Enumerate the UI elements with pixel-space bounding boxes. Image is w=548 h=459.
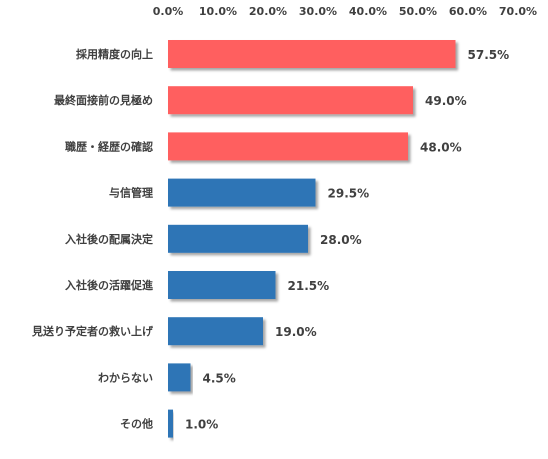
data-label: 29.5%: [328, 187, 370, 201]
data-label: 48.0%: [420, 140, 462, 154]
data-label: 21.5%: [288, 279, 330, 293]
x-tick-label: 0.0%: [153, 5, 184, 18]
data-label: 1.0%: [185, 418, 218, 432]
bar: [168, 363, 191, 392]
category-label: その他: [120, 417, 153, 431]
category-label: 採用精度の向上: [76, 47, 153, 61]
x-tick-label: 40.0%: [349, 5, 387, 18]
category-label: 見送り予定者の救い上げ: [31, 324, 154, 338]
data-label: 49.0%: [425, 94, 467, 108]
bar: [168, 178, 316, 207]
category-label: 職歴・経歴の確認: [65, 139, 153, 153]
category-labels: 採用精度の向上最終面接前の見極め職歴・経歴の確認与信管理入社後の配属決定入社後の…: [31, 47, 154, 431]
category-label: 入社後の活躍促進: [65, 278, 154, 292]
data-label: 19.0%: [275, 325, 317, 339]
category-label: わからない: [98, 371, 153, 384]
data-labels: 57.5% 49.0% 48.0% 29.5% 28.0% 21.5% 19.0% 4.5% 1…: [185, 48, 509, 432]
x-axis-tick-labels: 0.0% 10.0% 20.0% 30.0% 40.0% 50.0% 60.0% 70.0%: [153, 5, 537, 18]
data-label: 57.5%: [468, 48, 510, 62]
x-tick-label: 20.0%: [249, 5, 287, 18]
bar: [168, 224, 308, 253]
bar: [168, 86, 413, 115]
bars: [168, 40, 456, 438]
x-tick-label: 70.0%: [499, 5, 537, 18]
bar: [168, 40, 456, 68]
x-tick-label: 50.0%: [399, 5, 437, 18]
bar: [168, 271, 276, 299]
bar: [168, 317, 263, 346]
category-label: 与信管理: [109, 186, 153, 200]
x-tick-label: 10.0%: [199, 5, 237, 18]
x-tick-label: 60.0%: [449, 5, 487, 18]
category-label: 入社後の配属決定: [65, 232, 153, 246]
x-tick-label: 30.0%: [299, 5, 337, 18]
bar: [168, 132, 408, 161]
data-label: 28.0%: [320, 233, 362, 247]
bar: [168, 409, 173, 438]
data-label: 4.5%: [203, 371, 236, 385]
category-label: 最終面接前の見極め: [54, 93, 153, 107]
